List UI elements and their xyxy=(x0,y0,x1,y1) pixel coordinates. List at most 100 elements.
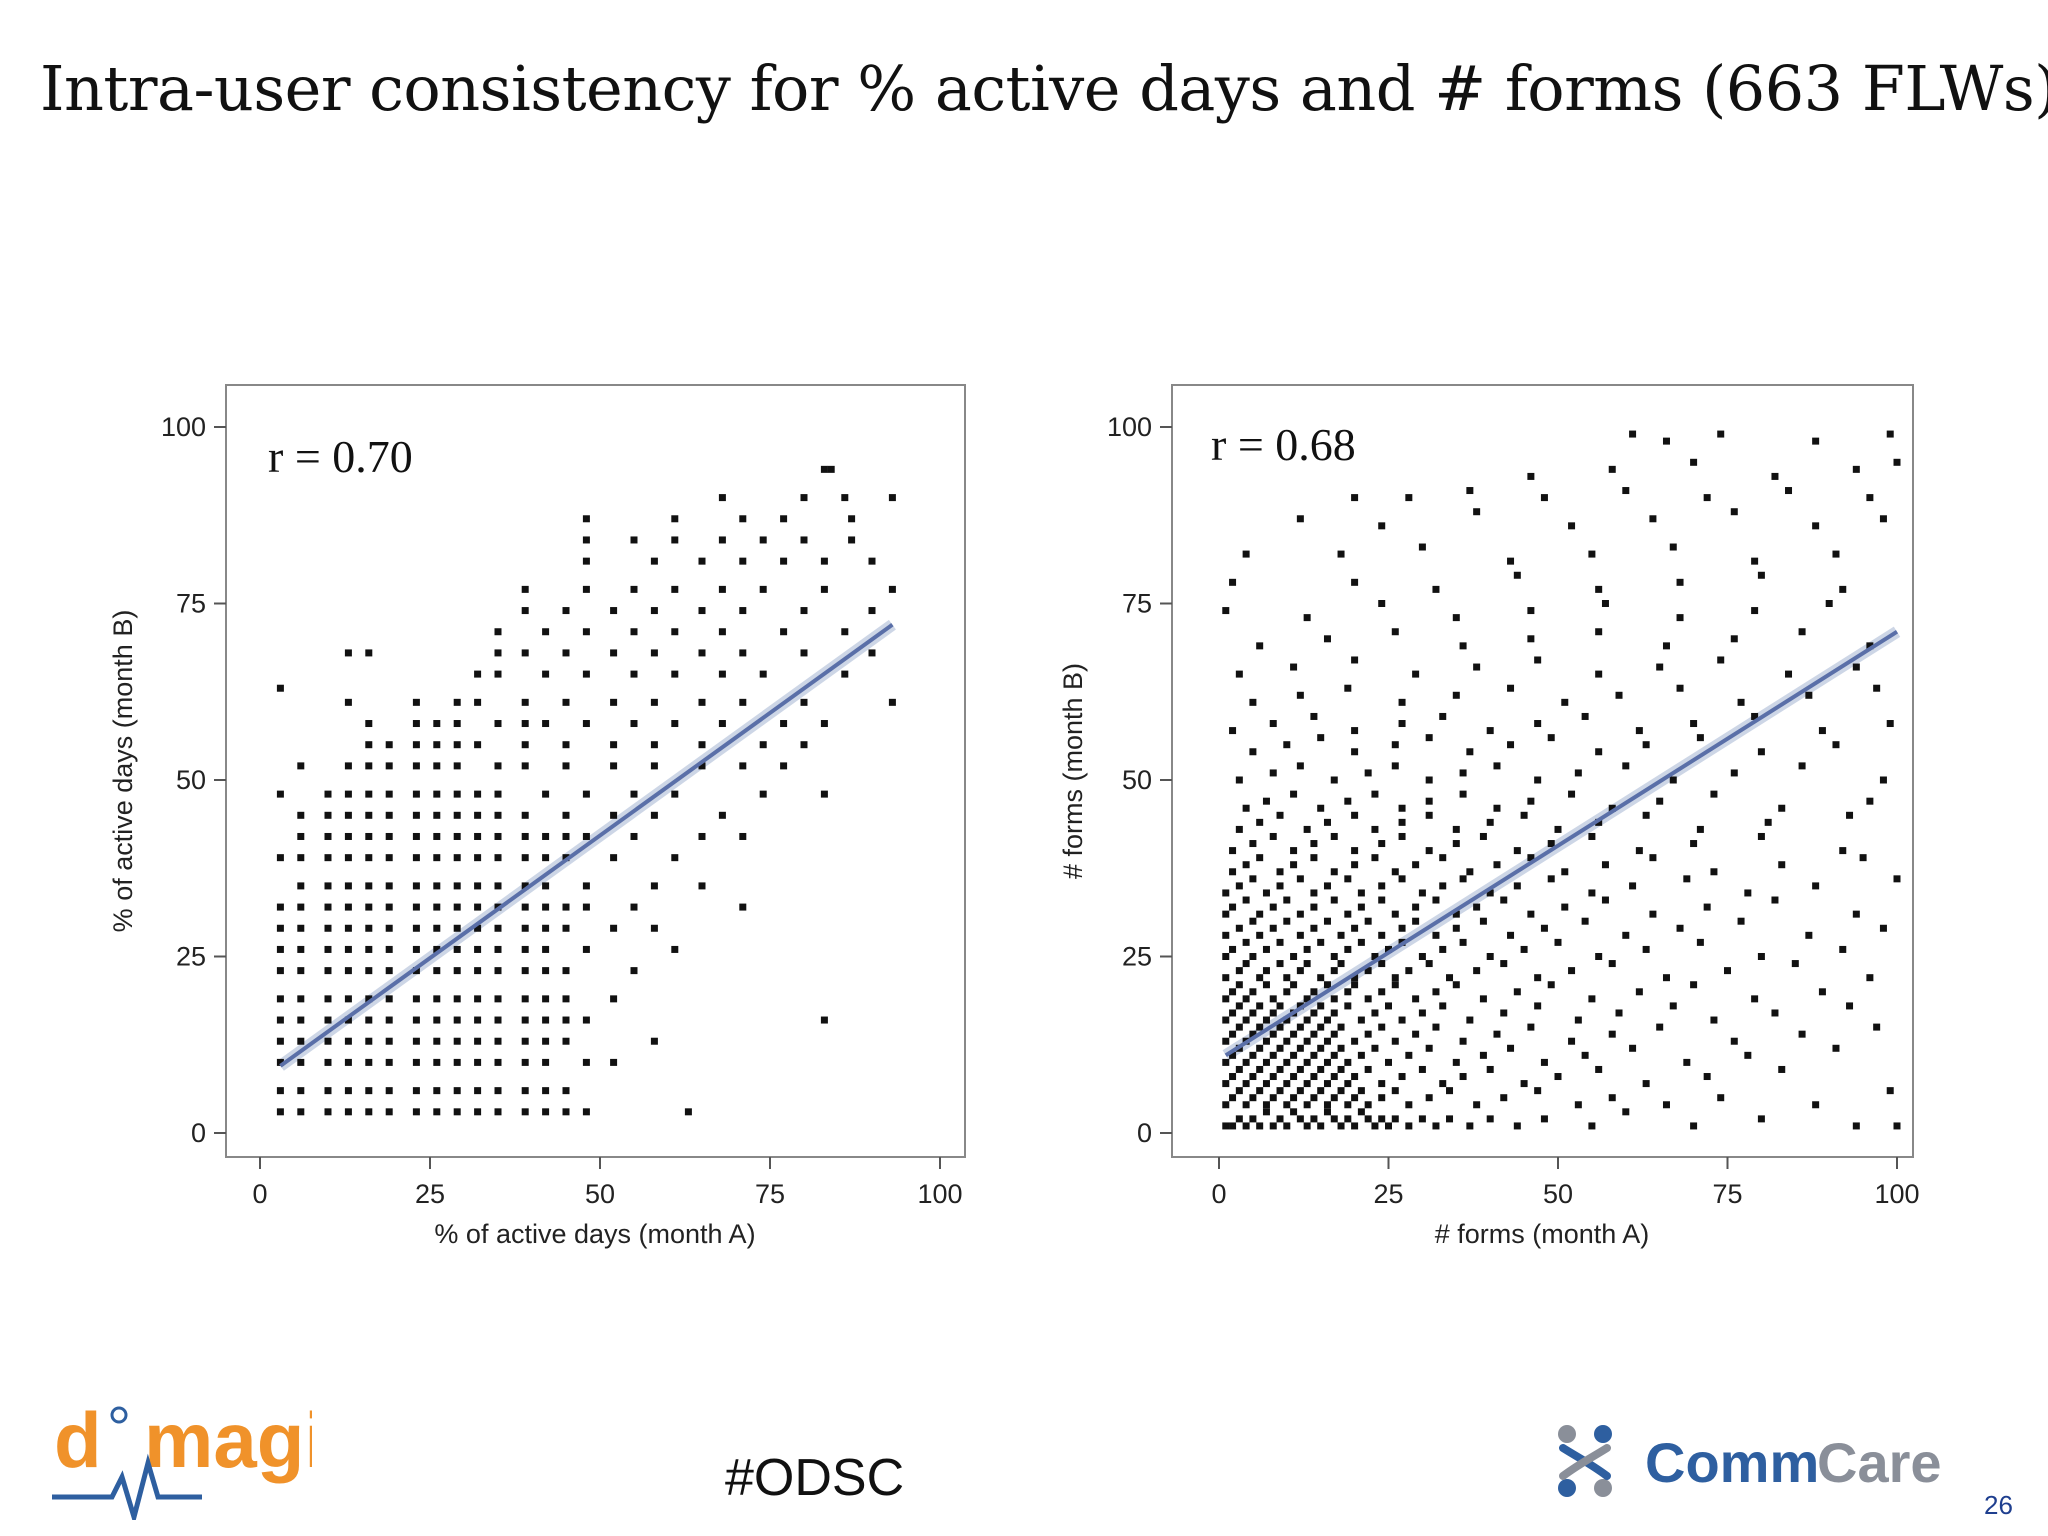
data-point xyxy=(800,494,808,502)
data-point xyxy=(453,1058,461,1066)
data-point xyxy=(1832,741,1840,749)
data-point xyxy=(1534,776,1542,784)
data-point xyxy=(1249,1030,1257,1038)
data-point xyxy=(276,1108,284,1116)
regression-line xyxy=(279,623,894,1068)
data-point xyxy=(1242,960,1250,968)
data-point xyxy=(1561,903,1569,911)
data-point xyxy=(1568,967,1576,975)
data-point xyxy=(1690,720,1698,728)
data-point xyxy=(827,465,835,473)
data-point xyxy=(1235,967,1243,975)
data-point xyxy=(1568,522,1576,530)
data-point xyxy=(1486,1115,1494,1123)
data-point xyxy=(1283,1037,1291,1045)
data-point xyxy=(297,832,305,840)
data-point xyxy=(1235,1065,1243,1073)
data-point xyxy=(1249,875,1257,883)
correlation-label: r = 0.70 xyxy=(268,431,413,482)
data-point xyxy=(1269,1094,1277,1102)
x-tick-label: 0 xyxy=(252,1179,267,1209)
data-point xyxy=(1357,1051,1365,1059)
data-point xyxy=(1330,776,1338,784)
data-point xyxy=(630,670,638,678)
data-point xyxy=(474,670,482,678)
data-point xyxy=(1303,1037,1311,1045)
data-point xyxy=(1269,924,1277,932)
data-point xyxy=(562,995,570,1003)
data-point xyxy=(1574,1016,1582,1024)
data-point xyxy=(542,720,550,728)
data-point xyxy=(1595,953,1603,960)
data-point xyxy=(1418,1115,1426,1123)
label-backdrop xyxy=(1205,420,1385,478)
data-point xyxy=(1595,585,1603,593)
data-point xyxy=(780,557,788,565)
data-point xyxy=(582,720,590,728)
data-point xyxy=(1466,748,1474,756)
x-tick-label: 50 xyxy=(1543,1179,1573,1209)
data-point xyxy=(521,607,529,615)
data-point xyxy=(1330,1094,1338,1102)
data-point xyxy=(671,945,679,953)
data-point xyxy=(1351,1122,1359,1130)
data-point xyxy=(868,557,876,565)
data-point xyxy=(1669,1002,1677,1010)
data-point xyxy=(1256,974,1264,982)
data-point xyxy=(474,903,482,911)
data-point xyxy=(1710,1016,1718,1024)
data-point xyxy=(453,1016,461,1024)
data-point xyxy=(1256,642,1264,650)
data-point xyxy=(1296,1044,1304,1052)
data-point xyxy=(521,1108,529,1116)
data-point xyxy=(582,832,590,840)
data-point xyxy=(1317,734,1325,742)
data-point xyxy=(1290,981,1298,989)
svg-text:Comm: Comm xyxy=(1645,1431,1819,1494)
data-point xyxy=(671,536,679,544)
data-point xyxy=(780,762,788,770)
data-point xyxy=(1276,1002,1284,1010)
data-point xyxy=(1588,889,1596,897)
data-point xyxy=(1310,1115,1318,1123)
data-point xyxy=(1500,896,1508,904)
data-point xyxy=(385,882,393,890)
data-point xyxy=(1269,903,1277,911)
data-point xyxy=(433,832,441,840)
commcare-logo: Comm Care xyxy=(1558,1425,1942,1497)
data-point xyxy=(344,1016,352,1024)
data-point xyxy=(1351,578,1359,586)
data-point xyxy=(365,790,373,798)
data-point xyxy=(1283,1080,1291,1088)
data-point xyxy=(1778,804,1786,812)
data-point xyxy=(1439,1002,1447,1010)
data-point xyxy=(474,945,482,953)
data-point xyxy=(1296,931,1304,939)
data-point xyxy=(610,762,618,770)
data-point xyxy=(1256,1044,1264,1052)
data-point xyxy=(276,967,284,975)
data-point xyxy=(1581,1051,1589,1059)
data-point xyxy=(412,698,420,706)
y-tick-label: 50 xyxy=(176,765,206,795)
data-point xyxy=(474,811,482,819)
data-point xyxy=(1249,840,1257,848)
data-point xyxy=(698,832,706,840)
data-point xyxy=(1371,1122,1379,1130)
data-point xyxy=(582,790,590,798)
y-tick-label: 75 xyxy=(176,589,206,619)
regression-line xyxy=(1224,630,1899,1058)
data-point xyxy=(1235,1023,1243,1031)
data-point xyxy=(412,995,420,1003)
data-point xyxy=(820,585,828,593)
data-point xyxy=(1751,607,1759,615)
data-point xyxy=(1798,628,1806,636)
data-point xyxy=(344,924,352,932)
data-point xyxy=(1690,840,1698,848)
data-point xyxy=(562,698,570,706)
data-point xyxy=(1425,734,1433,742)
data-point xyxy=(494,1016,502,1024)
data-point xyxy=(494,649,502,657)
data-point xyxy=(888,494,896,502)
data-point xyxy=(1432,1122,1440,1130)
